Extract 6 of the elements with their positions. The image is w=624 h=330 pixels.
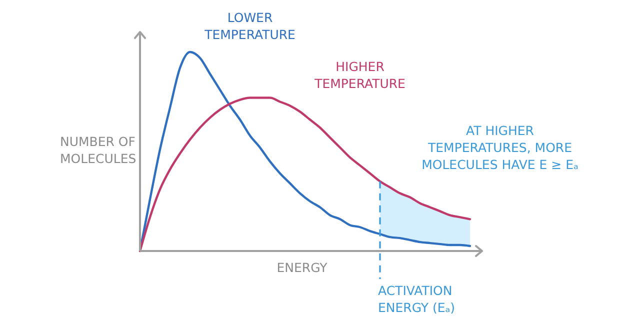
y-axis-title: NUMBER OF MOLECULES (60, 134, 136, 166)
text: HIGHER TEMPERATURE (314, 59, 406, 91)
series-label: LOWER TEMPERATURE (204, 10, 296, 42)
x-axis-title: ENERGY (276, 260, 328, 275)
text: ACTIVATION ENERGY (Eₐ) (378, 283, 456, 315)
annotation: AT HIGHER TEMPERATURES, MORE MOLECULES HAVE E ≥ Eₐ (422, 123, 579, 172)
